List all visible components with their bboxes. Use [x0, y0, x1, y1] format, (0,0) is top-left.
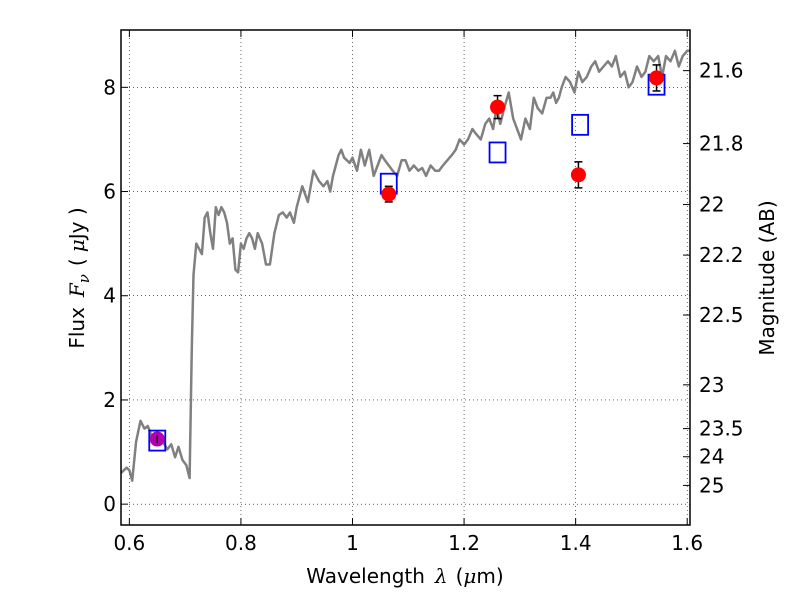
observed-photometry-point: [649, 70, 665, 86]
observed-photometry-point: [490, 99, 506, 115]
model-photometry-series: [148, 73, 666, 452]
x-tick-label: 1: [346, 531, 359, 555]
x-tick-label: 1.2: [448, 531, 480, 555]
y-tick-label: 6: [103, 180, 116, 204]
right-tick-label: 21.6: [699, 59, 744, 83]
x-tick-label: 0.6: [113, 531, 145, 555]
model-photometry-point: [148, 429, 167, 452]
tick-labels: 0.6 0.8 1 1.2 1.4 1.60246821.621.82222.222.52…: [103, 59, 743, 555]
spectrum-line: [120, 49, 690, 482]
grid-lines: [121, 30, 690, 525]
spectrum-series: [120, 49, 690, 482]
x-tick-label: 0.8: [225, 531, 257, 555]
y-tick-label: 0: [103, 492, 116, 516]
observed-photometry-point: [570, 167, 586, 183]
right-tick-label: 22: [699, 193, 724, 217]
right-tick-label: 22.2: [699, 243, 744, 267]
plot-frame: [120, 29, 691, 526]
axis-ticks: [121, 30, 690, 525]
right-tick-label: 21.8: [699, 132, 744, 156]
y-tick-label: 8: [103, 75, 116, 99]
x-tick-label: 1.6: [671, 531, 703, 555]
y-tick-label: 2: [103, 388, 116, 412]
error-bars: [153, 64, 661, 444]
y-tick-label: 4: [103, 284, 116, 308]
right-axis-label: Magnitude (AB): [755, 200, 779, 355]
right-tick-label: 25: [699, 473, 724, 497]
y-axis-label: FluxFν(μJy ): [65, 207, 93, 348]
observed-photometry-series: [149, 70, 665, 447]
right-tick-label: 24: [699, 445, 724, 469]
right-tick-label: 23.5: [699, 417, 744, 441]
x-axis-label: Wavelength λ (μm): [306, 564, 503, 588]
right-tick-label: 23: [699, 373, 724, 397]
x-tick-label: 1.4: [560, 531, 592, 555]
observed-photometry-point: [381, 186, 397, 202]
model-photometry-point: [488, 141, 507, 164]
right-tick-label: 22.5: [699, 303, 744, 327]
model-photometry-point: [571, 113, 590, 136]
